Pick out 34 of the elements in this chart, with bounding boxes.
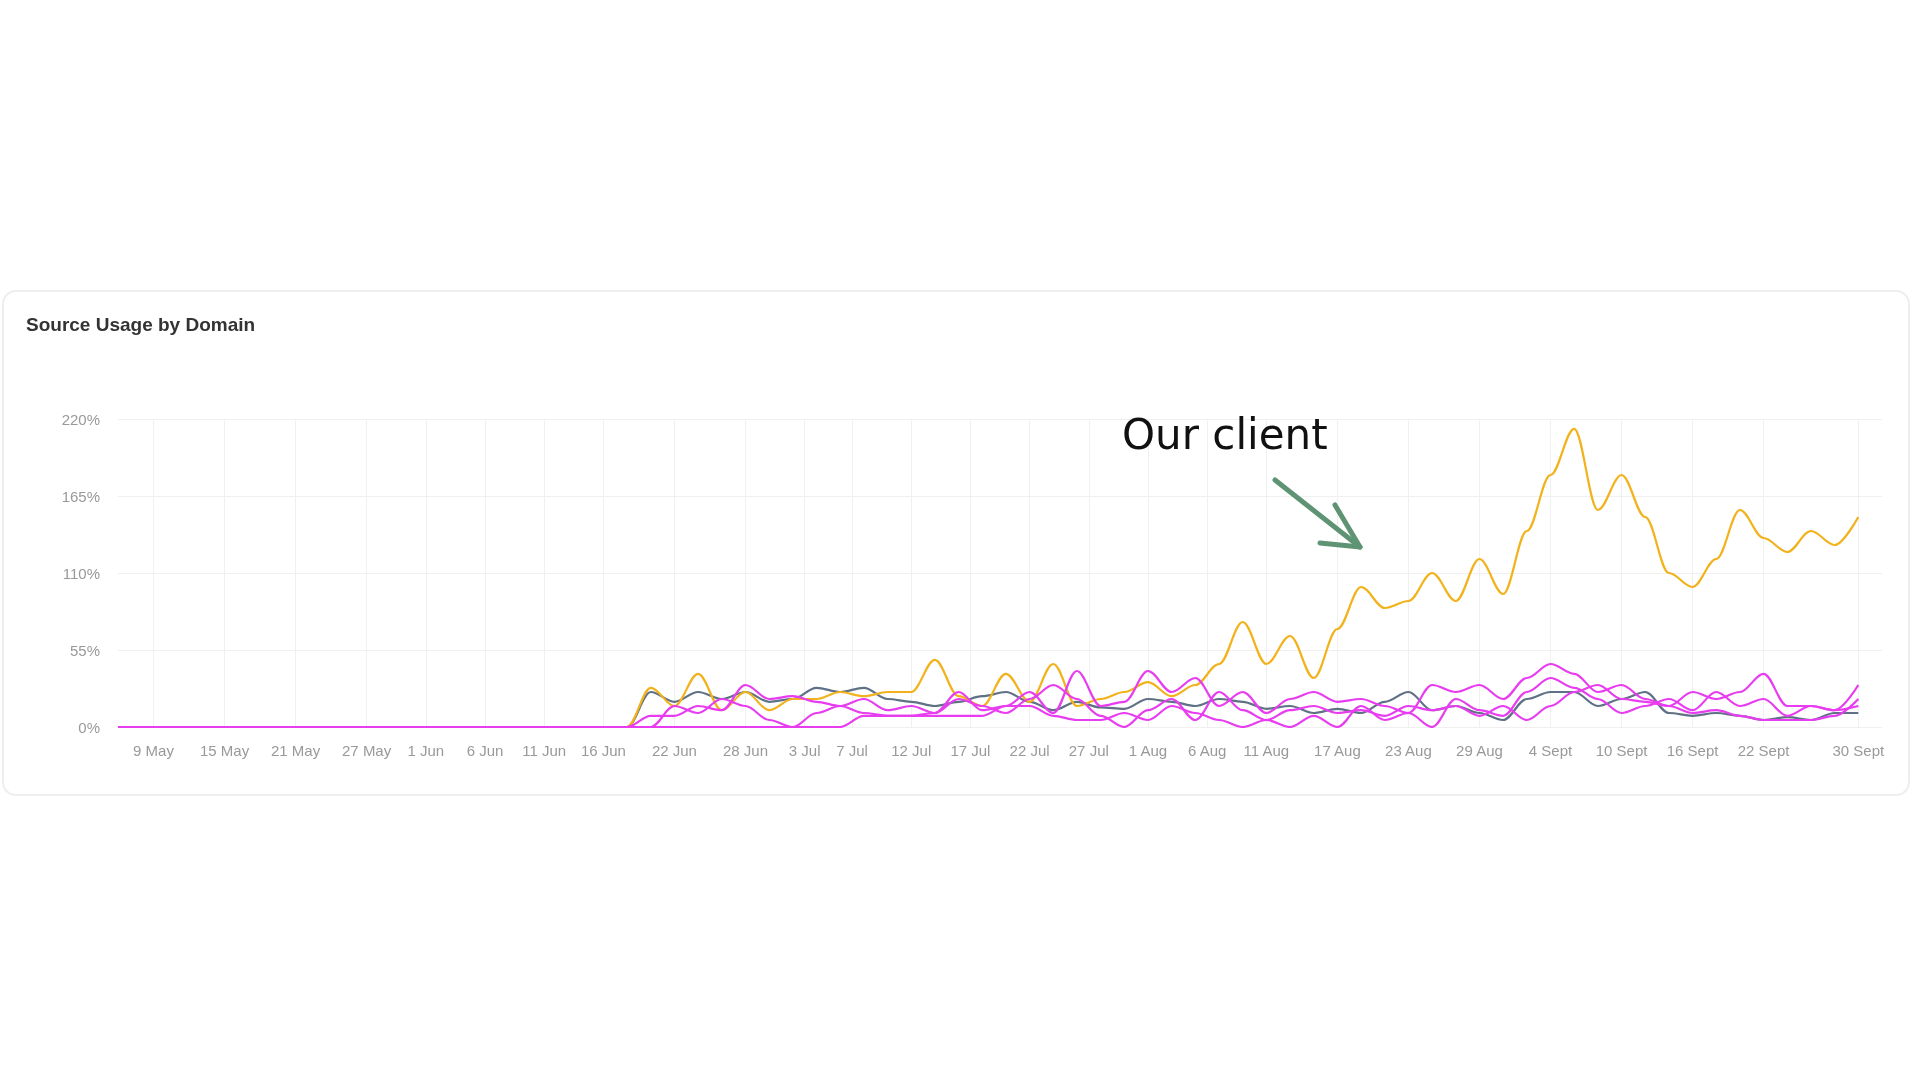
x-tick-label: 22 Sept [1737,742,1791,759]
x-tick-label: 3 Jul [788,742,821,759]
y-tick-label: 220% [61,410,100,428]
x-tick-label: 17 Jul [950,742,991,759]
x-tick-label: 27 Jul [1068,742,1109,759]
y-tick-label: 110% [62,564,100,582]
chart-title: Source Usage by Domain [26,314,256,336]
x-tick-label: 6 Jun [466,742,504,759]
annotation: Our client [1122,410,1328,459]
x-tick-label: 12 Jul [891,742,932,759]
x-tick-label: 16 Jun [580,742,626,759]
x-tick-label: 1 Aug [1128,742,1168,759]
x-tick-label: 7 Jul [836,742,868,759]
x-tick-label: 29 Aug [1456,742,1503,759]
x-tick-label: 6 Aug [1187,742,1227,759]
x-tick-label: 15 May [199,742,250,759]
x-tick-label: 21 May [270,742,321,759]
x-tick-label: 17 Aug [1314,742,1361,759]
x-tick-label: 9 May [133,742,175,759]
x-tick-label: 4 Sept [1528,742,1574,759]
x-tick-label: 27 May [342,742,392,759]
y-tick-label: 165% [61,487,100,505]
x-tick-label: 11 Aug [1243,742,1290,759]
x-tick-label: 28 Jun [722,742,768,759]
x-tick-label: 30 Sept [1832,742,1885,759]
x-tick-label: 22 Jun [651,742,697,759]
x-tick-label: 1 Jun [407,742,445,759]
y-tick-label: 55% [69,641,100,659]
x-tick-label: 23 Aug [1385,742,1432,759]
y-tick-label: 0% [78,718,100,736]
x-tick-label: 11 Jun [522,742,567,759]
x-tick-label: 22 Jul [1009,742,1050,759]
x-tick-label: 16 Sept [1666,742,1720,759]
x-tick-label: 10 Sept [1595,742,1649,759]
